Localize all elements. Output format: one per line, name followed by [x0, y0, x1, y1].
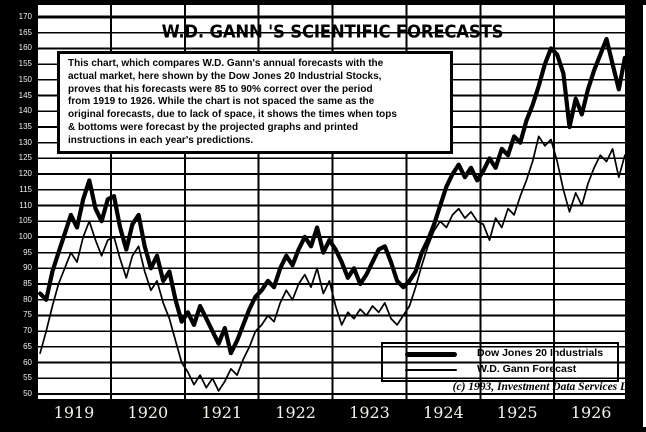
annotation-box: This chart, which compares W.D. Gann's a…	[57, 51, 453, 154]
y-axis-label: 90	[23, 263, 32, 273]
y-axis-label: 140	[18, 106, 32, 116]
annotation-line: original forecasts, due to lack of space…	[68, 109, 397, 121]
frame-right	[625, 0, 643, 432]
y-axis-label: 80	[23, 294, 32, 304]
frame-bottom	[0, 427, 646, 432]
y-axis-label: 125	[18, 153, 32, 163]
x-axis-year-label: 1920	[127, 403, 169, 422]
y-axis-label: 105	[18, 216, 32, 226]
legend-item-dow-jones: Dow Jones 20 Industrials	[383, 346, 617, 362]
y-axis-label: 95	[23, 247, 32, 257]
frame-top	[0, 0, 646, 5]
frame-left	[0, 0, 5, 432]
y-axis-label: 110	[19, 200, 32, 210]
y-axis-label: 85	[23, 279, 32, 289]
y-axis-label: 60	[23, 357, 32, 367]
x-axis-year-label: 1925	[496, 403, 538, 422]
thick-line-swatch	[405, 352, 457, 357]
y-axis-label: 130	[18, 137, 32, 147]
annotation-line: proves that his forecasts were 85 to 90%…	[68, 83, 373, 95]
x-axis-year-label: 1919	[53, 403, 95, 422]
annotation-line: actual market, here shown by the Dow Jon…	[68, 70, 382, 82]
y-axis-label: 135	[18, 121, 32, 131]
y-axis-label: 65	[23, 341, 32, 351]
x-axis	[5, 399, 625, 427]
x-axis-year-label: 1922	[275, 403, 316, 422]
legend-label-gann-forecast: W.D. Gann Forecast	[477, 363, 577, 375]
y-axis	[5, 5, 37, 399]
y-axis-label: 100	[18, 231, 32, 241]
annotation-line: This chart, which compares W.D. Gann's a…	[68, 58, 384, 69]
y-axis-label: 165	[18, 27, 32, 37]
copyright-note: (c) 1993, Investment Data Services Ltd	[452, 381, 636, 393]
y-axis-label: 170	[18, 12, 32, 21]
legend-item-gann-forecast: W.D. Gann Forecast	[383, 362, 617, 378]
y-axis-label: 145	[18, 90, 32, 100]
x-axis-year-label: 1923	[349, 403, 390, 422]
y-axis-label: 55	[23, 373, 32, 383]
x-axis-year-label: 1921	[201, 403, 243, 422]
y-axis-label: 155	[18, 59, 32, 69]
thin-line-swatch	[405, 369, 457, 371]
y-axis-label: 75	[23, 310, 32, 320]
annotation-line: instructions in each year's predictions.	[68, 134, 254, 146]
y-axis-label: 160	[18, 43, 32, 53]
legend-label-dow-jones: Dow Jones 20 Industrials	[477, 347, 604, 359]
gann-forecast-line	[39, 135, 626, 392]
chart-title: W.D. GANN 'S SCIENTIFIC FORECASTS	[161, 21, 504, 42]
y-axis-label: 120	[18, 169, 32, 179]
y-axis-label: 70	[23, 326, 32, 336]
dow-jones-line	[37, 36, 628, 356]
x-axis-year-label: 1924	[423, 403, 464, 422]
y-axis-label: 150	[18, 74, 32, 84]
y-axis-label: 115	[19, 184, 32, 194]
y-axis-label: 50	[23, 389, 32, 398]
x-axis-year-label: 1926	[570, 403, 612, 422]
annotation-line: from 1919 to 1926. While the chart is no…	[68, 96, 375, 108]
annotation-line: & bottoms were forecast by the projected…	[68, 121, 359, 133]
legend: Dow Jones 20 Industrials W.D. Gann Forec…	[381, 342, 619, 382]
